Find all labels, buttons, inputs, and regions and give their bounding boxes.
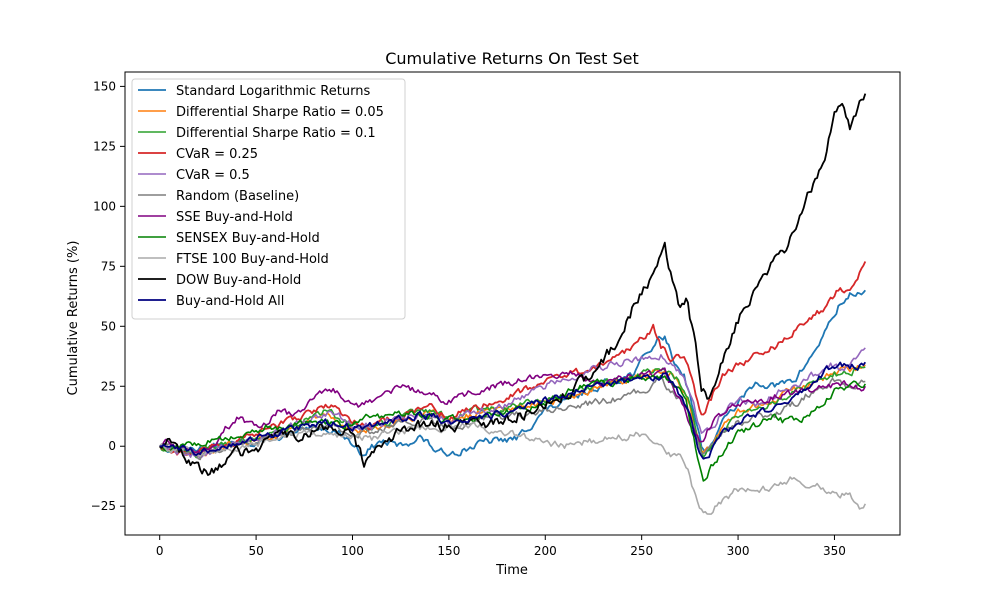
x-tick-label: 150 [437,544,460,558]
legend-box [131,78,406,320]
chart-title: Cumulative Returns On Test Set [385,49,639,68]
legend-label: Differential Sharpe Ratio = 0.1 [176,126,376,141]
legend-label: CVaR = 0.25 [176,147,258,162]
x-tick-label: 50 [248,544,263,558]
series-line-9 [159,93,867,476]
series-line-3 [159,261,867,457]
series-layer [158,93,867,515]
y-tick-label: 0 [108,439,116,453]
series-line-10 [159,361,867,460]
legend-label: SSE Buy-and-Hold [176,210,293,225]
y-tick-label: 100 [93,199,116,213]
x-tick-label: 0 [156,544,164,558]
x-tick-label: 200 [534,544,557,558]
legend-label: Differential Sharpe Ratio = 0.05 [176,105,384,120]
plot-frame [124,71,901,536]
y-axis: −25 0 25 50 75 100 125 150 [91,79,125,513]
y-tick-label: 125 [93,139,116,153]
legend-label: Random (Baseline) [176,189,299,204]
legend-label: Buy-and-Hold All [176,294,284,309]
series-line-8 [159,421,867,515]
x-axis-label: Time [495,563,528,578]
legend-label: CVaR = 0.5 [176,168,250,183]
legend: Standard Logarithmic Returns Differential… [131,78,406,320]
x-tick-label: 350 [823,544,846,558]
x-axis: 0 50 100 150 200 250 300 350 [156,535,846,558]
y-tick-label: 25 [101,379,116,393]
y-tick-label: 50 [101,319,116,333]
y-tick-label: −25 [91,499,116,513]
series-line-6 [159,367,867,455]
y-axis-label: Cumulative Returns (%) [66,241,81,396]
legend-label: Standard Logarithmic Returns [176,84,370,99]
legend-label: SENSEX Buy-and-Hold [176,231,320,246]
legend-label: FTSE 100 Buy-and-Hold [176,252,329,267]
y-tick-label: 75 [101,259,116,273]
y-tick-label: 150 [93,79,116,93]
x-tick-label: 100 [341,544,364,558]
legend-label: DOW Buy-and-Hold [176,273,301,288]
x-tick-label: 300 [727,544,750,558]
x-tick-label: 250 [630,544,653,558]
series-line-5 [159,375,866,461]
